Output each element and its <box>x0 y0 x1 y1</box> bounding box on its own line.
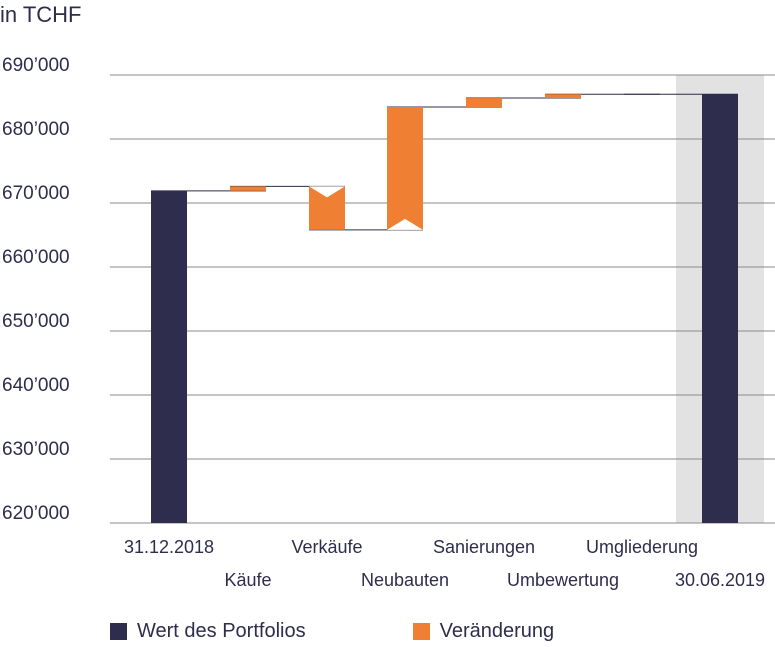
y-tick-label: 680’000 <box>2 119 70 140</box>
legend-label-change: Veränderung <box>439 620 555 642</box>
y-tick-label: 650’000 <box>2 311 70 332</box>
y-tick-label: 660’000 <box>2 247 70 268</box>
legend-item-change: Veränderung <box>412 620 555 643</box>
legend-label-portfolio: Wert des Portfolios <box>137 620 306 642</box>
x-category-label: Umbewertung <box>507 570 619 590</box>
y-tick-label: 690’000 <box>2 55 70 76</box>
x-category-label: Umgliederung <box>586 537 698 557</box>
waterfall-chart: 620’000 630’000 640’000 650’000 660’000 670’0… <box>2 55 775 590</box>
bar-total <box>702 94 738 523</box>
legend-item-portfolio: Wert des Portfolios <box>110 620 306 643</box>
direction-notch <box>309 186 345 198</box>
x-category-label: 30.06.2019 <box>675 570 765 590</box>
direction-notch <box>387 218 423 230</box>
legend: Wert des Portfolios Veränderung <box>110 620 554 643</box>
y-tick-label: 670’000 <box>2 183 70 204</box>
y-tick-label: 620’000 <box>2 503 70 524</box>
legend-swatch-portfolio <box>110 623 127 640</box>
y-tick-label: 630’000 <box>2 439 70 460</box>
legend-swatch-change <box>412 623 430 640</box>
x-category-label: Verkäufe <box>291 537 362 557</box>
x-category-label: 31.12.2018 <box>124 537 214 557</box>
bar-total <box>151 190 187 523</box>
unit-label: in TCHF <box>0 2 82 27</box>
x-category-label: Neubauten <box>361 570 449 590</box>
bar-change <box>466 98 502 107</box>
x-category-label: Käufe <box>224 570 271 590</box>
bar-change <box>230 186 266 191</box>
x-category-label: Sanierungen <box>433 537 535 557</box>
bar-change <box>387 107 423 230</box>
y-tick-label: 640’000 <box>2 375 70 396</box>
bar-change <box>545 94 581 99</box>
